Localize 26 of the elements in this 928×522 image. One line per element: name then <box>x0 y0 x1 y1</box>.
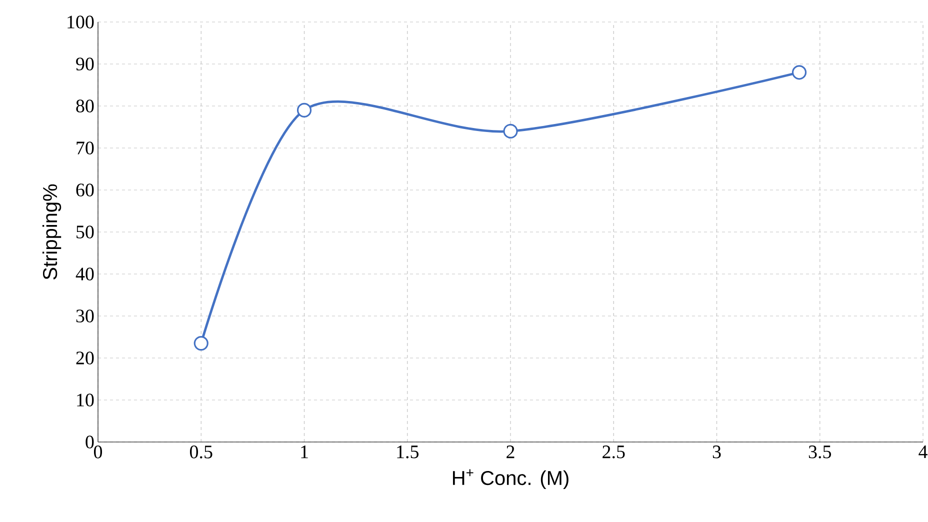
y-tick-label: 60 <box>76 184 94 196</box>
x-tick-label: 4 <box>918 446 928 458</box>
point <box>792 65 807 80</box>
x-tick-label: 1.5 <box>397 446 419 458</box>
y-tick-label: 100 <box>68 16 94 28</box>
x-tick-label: 3 <box>712 446 721 458</box>
x-tick-label: 2.5 <box>602 446 625 458</box>
y-tick-label: 10 <box>77 394 94 406</box>
y-tick-label: 80 <box>76 100 94 112</box>
y-tick-label: 40 <box>76 268 94 280</box>
y-tick-label: 30 <box>76 310 94 322</box>
point <box>296 102 312 118</box>
y-axis-title: Stripping% <box>42 184 62 280</box>
x-tick-label: 1 <box>301 446 308 458</box>
x-axis-title: H$^{+}$ Conc. (M) <box>452 469 568 490</box>
y-tick-label: 0 <box>86 436 94 448</box>
y-tick-label: 90 <box>76 58 94 70</box>
point <box>503 124 518 138</box>
x-tick-label: 2 <box>506 446 514 458</box>
x-tick-label: 0 <box>94 446 102 458</box>
y-tick-label: 70 <box>76 142 94 154</box>
y-tick-label: 20 <box>76 352 94 364</box>
y-tick-label: 50 <box>76 226 94 238</box>
x-tick-label: 0.5 <box>190 446 212 458</box>
x-tick-label: 3.5 <box>808 446 832 458</box>
point <box>194 336 208 351</box>
